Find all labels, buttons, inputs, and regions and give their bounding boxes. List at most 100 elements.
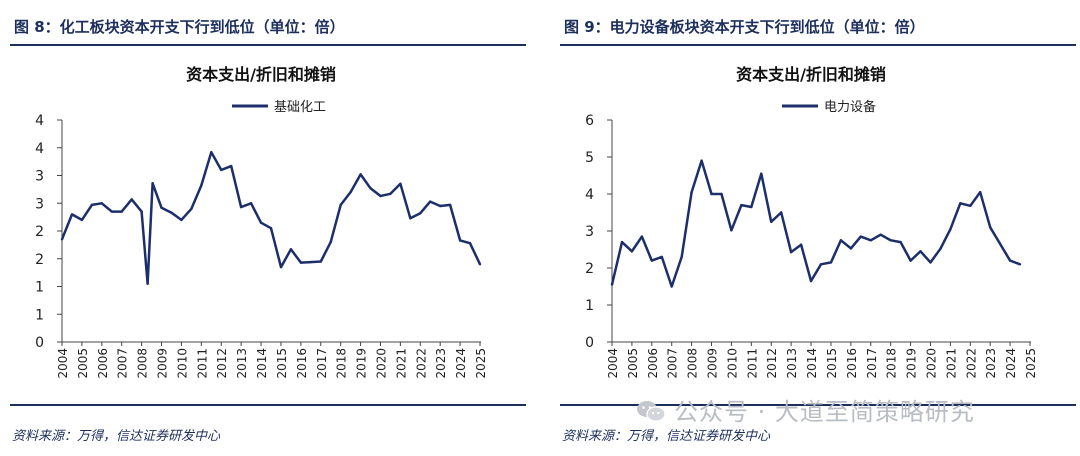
data-point [379,194,382,198]
y-tick-label: 5 [585,150,594,166]
x-tick-label: 2021 [394,348,408,379]
data-point [329,240,332,244]
x-tick-label: 2010 [175,348,189,379]
data-point [660,255,663,259]
x-tick-label: 2019 [355,348,369,379]
data-point [359,173,362,176]
figure-title: 图 9：电力设备板块资本开支下行到低位（单位：倍） [564,18,925,36]
data-point [151,182,154,185]
x-tick-label: 2010 [725,348,739,379]
figure-panel-power-equipment: 图 9：电力设备板块资本开支下行到低位（单位：倍） 资本支出/折旧和摊销电力设备… [550,0,1080,456]
title-divider [10,44,526,46]
legend-label: 基础化工 [274,100,326,115]
x-tick-label: 2005 [626,348,640,379]
x-tick-label: 2007 [666,348,680,379]
data-point [998,242,1002,246]
data-point [979,191,982,194]
data-point [799,243,803,246]
x-tick-label: 2008 [686,348,700,379]
x-tick-label: 2013 [235,348,249,379]
source-divider [560,404,1076,406]
x-tick-label: 2022 [414,348,428,379]
data-point [760,172,763,175]
data-point [720,192,723,196]
x-tick-label: 2009 [706,348,720,379]
data-point [439,204,442,208]
data-point [610,283,614,286]
x-tick-label: 2015 [825,348,839,379]
x-tick-label: 2011 [195,348,209,379]
data-point [789,250,793,254]
data-point [630,250,634,253]
data-point [269,227,273,230]
series-line [60,150,482,285]
data-point [289,248,293,251]
x-tick-label: 2017 [865,348,879,379]
data-point [190,207,193,210]
data-point [740,203,743,207]
data-point [146,282,149,285]
data-point [650,259,653,262]
data-point [100,202,104,205]
watermark-text: 公众号 · 大道至简策略研究 [674,398,975,426]
data-point [349,190,352,194]
data-point [478,263,482,266]
data-point [829,261,833,264]
x-tick-label: 2011 [745,348,759,379]
data-point [210,151,213,154]
data-point [839,239,843,242]
x-tick-label: 2006 [646,348,660,379]
source-note: 资料来源：万得，信达证券研发中心 [562,429,771,444]
x-tick-label: 2016 [295,348,309,379]
x-tick-label: 2016 [845,348,859,379]
data-point [640,235,644,238]
data-point [680,255,683,259]
data-point [710,192,713,196]
chart-title: 资本支出/折旧和摊销 [736,65,886,84]
x-tick-label: 2025 [474,348,488,379]
data-point [879,233,882,236]
x-tick-label: 2020 [924,348,938,379]
data-points [610,159,1022,288]
data-point [120,210,123,213]
data-point [249,202,253,205]
x-tick-label: 2023 [984,348,998,379]
x-tick-label: 2015 [275,348,289,379]
y-tick-label: 0 [35,335,44,351]
x-tick-label: 2024 [454,348,468,379]
data-point [160,206,163,209]
x-tick-label: 2025 [1024,348,1038,379]
legend: 电力设备 [782,99,876,115]
data-point [389,192,392,195]
y-tick-label: 6 [585,113,594,129]
data-point [989,226,992,229]
x-tick-label: 2024 [1004,348,1018,379]
data-point [849,247,853,250]
data-point [919,250,922,253]
data-point [468,242,472,245]
x-tick-label: 2014 [255,348,269,379]
x-tick-label: 2012 [765,348,779,379]
legend: 基础化工 [232,100,326,115]
data-points [60,151,482,285]
data-point [780,211,783,214]
y-tick-label: 4 [35,113,44,129]
data-point [279,265,283,269]
y-tick-label: 3 [585,224,594,240]
y-tick-label: 2 [35,252,44,268]
y-tick-label: 3 [35,196,44,212]
data-point [259,221,263,224]
data-point [809,279,813,283]
data-point [319,260,322,263]
data-point [409,217,412,220]
y-tick-label: 4 [35,141,44,157]
data-point [200,184,203,187]
data-point [1008,259,1012,262]
y-tick-label: 1 [35,280,44,296]
x-tick-label: 2014 [805,348,819,379]
data-point [949,228,952,231]
data-point [230,164,233,168]
data-point [859,235,862,238]
data-point [458,239,462,242]
